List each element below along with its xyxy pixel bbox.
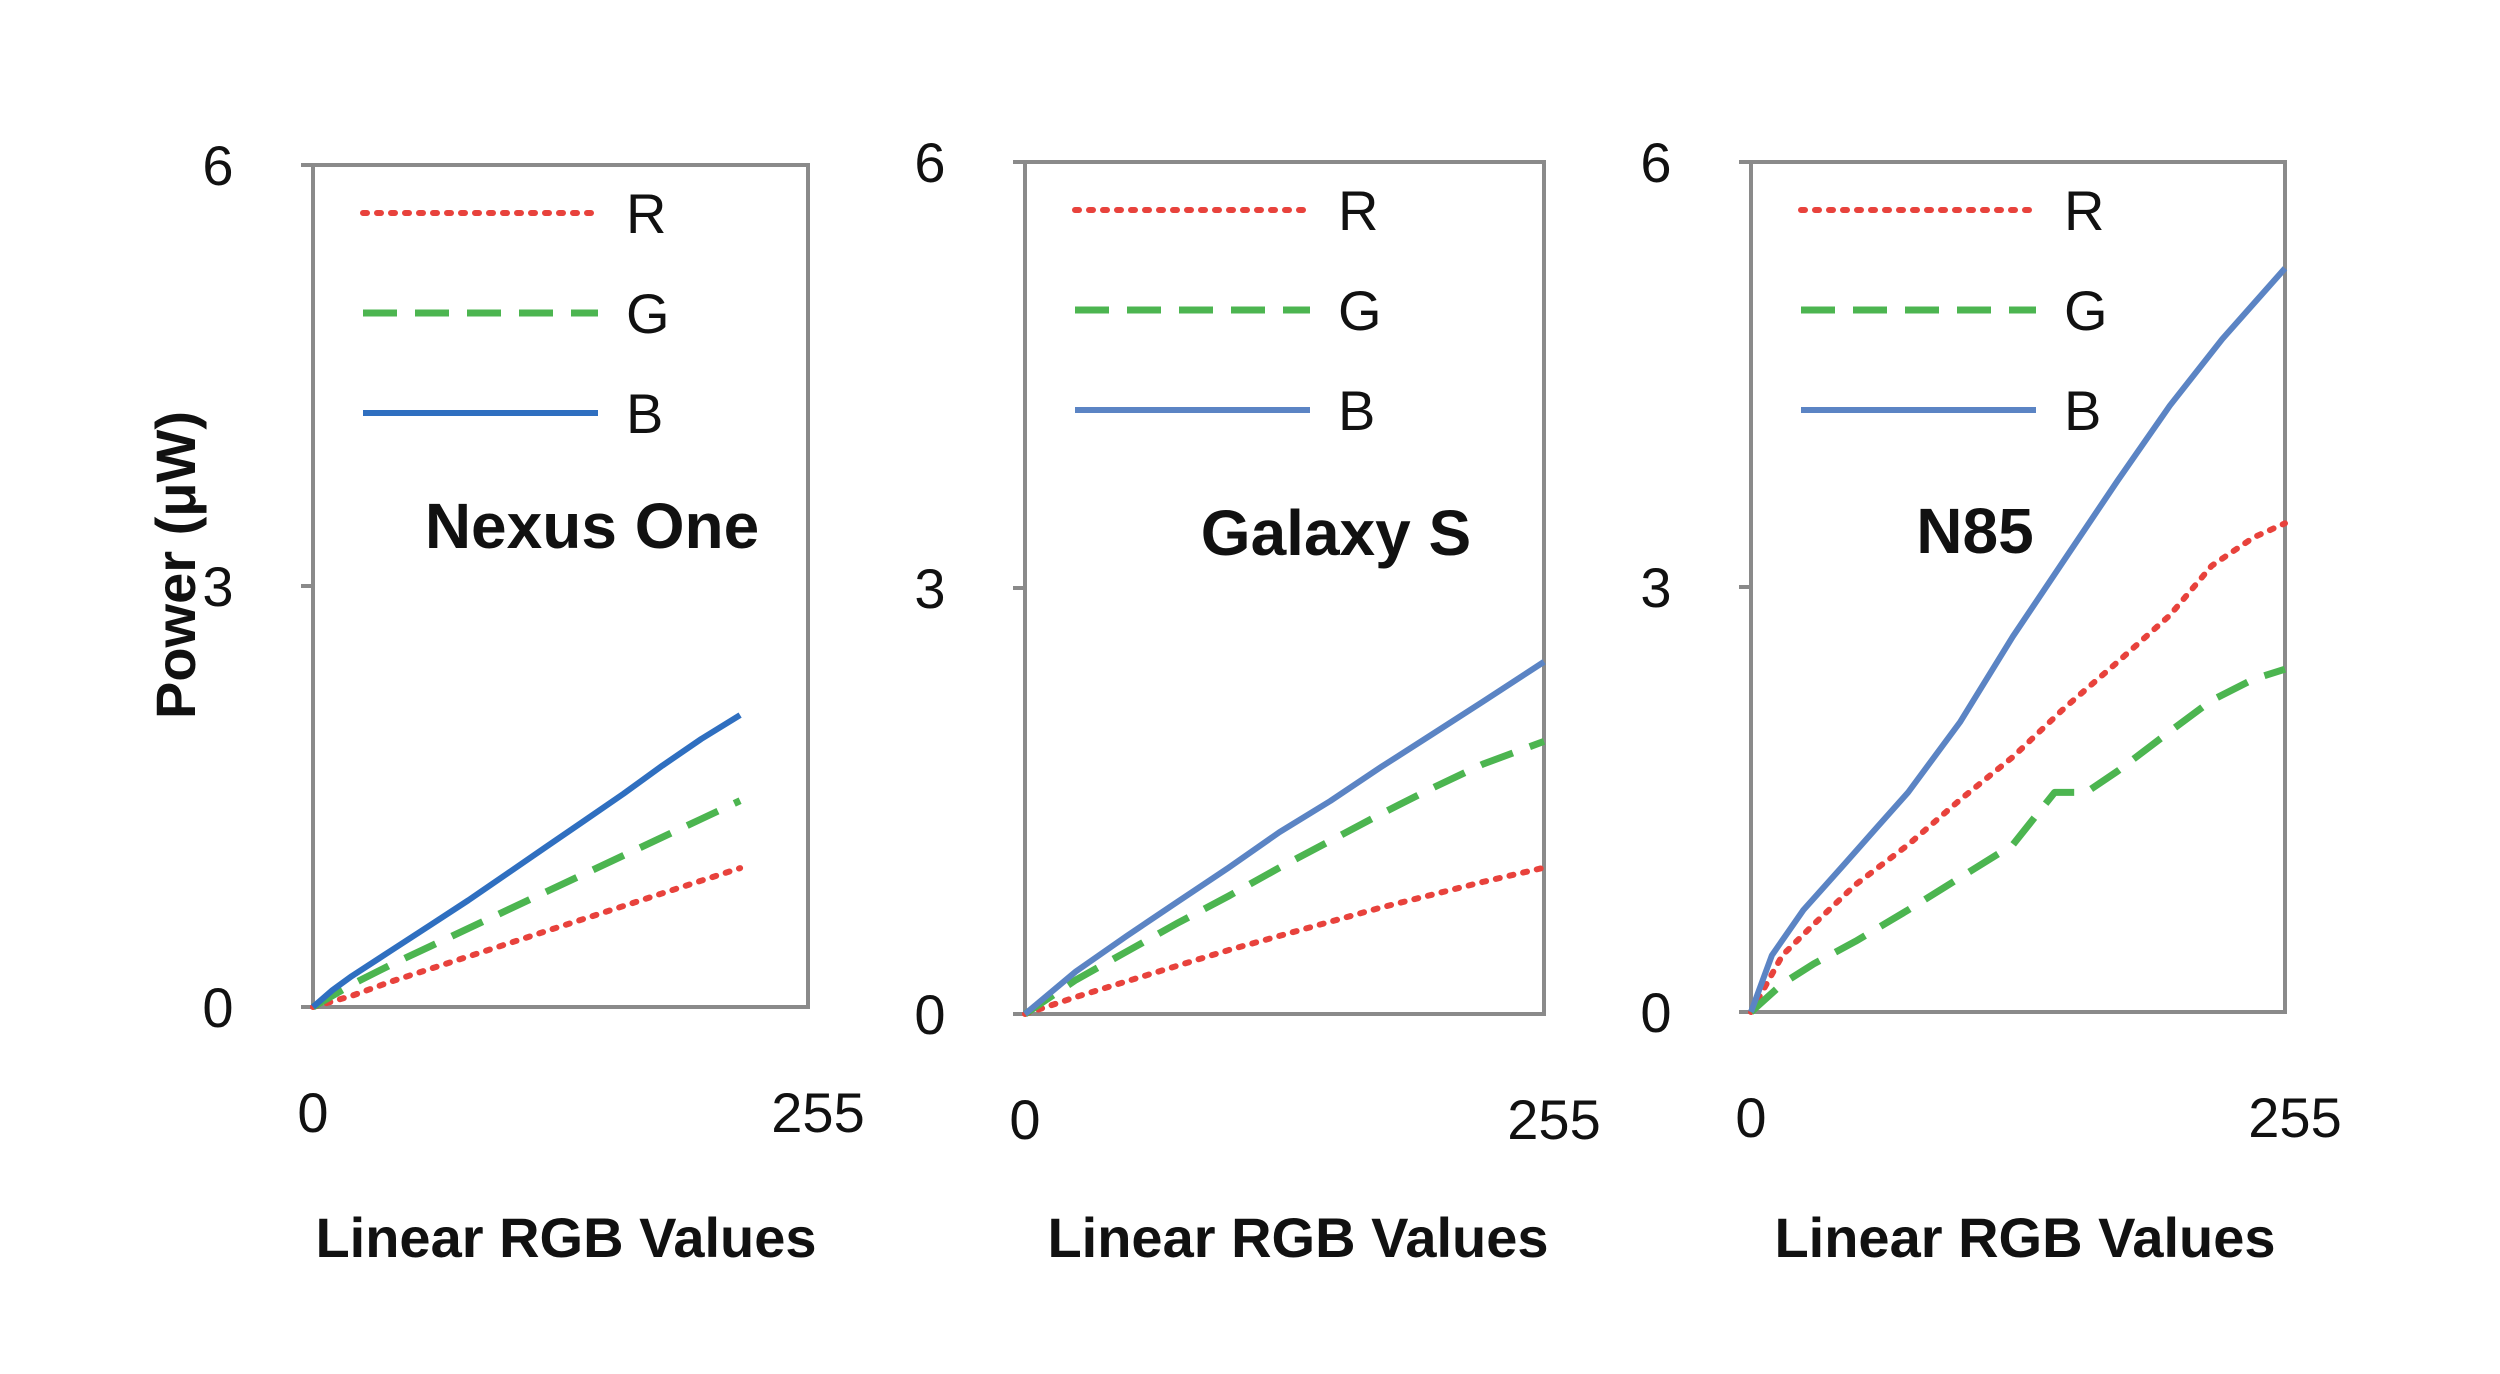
y-tick-label: 0 bbox=[202, 976, 233, 1039]
x-axis-title: Linear RGB Values bbox=[315, 1206, 816, 1269]
series-line-r bbox=[310, 865, 744, 1010]
legend-label-g: G bbox=[626, 282, 670, 345]
series-line-r bbox=[1022, 864, 1547, 1017]
x-tick-label: 0 bbox=[1009, 1088, 1040, 1151]
x-tick-label: 0 bbox=[297, 1081, 328, 1144]
y-tick-label: 3 bbox=[914, 557, 945, 620]
series-line-g bbox=[1023, 738, 1546, 1017]
y-tick-label: 3 bbox=[1640, 556, 1671, 619]
plot-frame bbox=[311, 163, 810, 1009]
y-axis-title: Power (μW) bbox=[144, 411, 207, 719]
y-tick-label: 6 bbox=[914, 131, 945, 194]
y-tick-label: 0 bbox=[914, 983, 945, 1046]
y-tick-label: 6 bbox=[1640, 131, 1671, 194]
panel-title: Galaxy S bbox=[1201, 497, 1471, 569]
x-tick-label: 255 bbox=[2248, 1086, 2341, 1149]
x-tick-label: 255 bbox=[1507, 1088, 1600, 1151]
panel-title: N85 bbox=[1916, 495, 2033, 567]
legend-label-b: B bbox=[1338, 379, 1375, 442]
x-axis-title: Linear RGB Values bbox=[1047, 1206, 1548, 1269]
chart-panel-2: 0 3 6 0 255 Linear RGB Values RGB Galaxy S bbox=[914, 131, 1600, 1269]
series-line-g bbox=[1748, 665, 2287, 1015]
series-line-b bbox=[1023, 659, 1546, 1017]
legend-label-r: R bbox=[1338, 179, 1378, 242]
series-line-r bbox=[1748, 520, 2288, 1015]
x-tick-label: 255 bbox=[771, 1081, 864, 1144]
y-tick-label: 0 bbox=[1640, 981, 1671, 1044]
y-tick-label: 3 bbox=[202, 555, 233, 618]
panel-title: Nexus One bbox=[425, 490, 759, 562]
chart-panel-1: 0 3 6 0 255 Linear RGB Values Power (μW) RGB Nex… bbox=[144, 134, 865, 1269]
series-line-g bbox=[311, 797, 742, 1011]
legend-label-g: G bbox=[1338, 279, 1382, 342]
x-axis-title: Linear RGB Values bbox=[1774, 1206, 2275, 1269]
plot-frame bbox=[1749, 160, 2287, 1014]
series-line-b bbox=[311, 712, 742, 1010]
legend-label-r: R bbox=[2064, 179, 2104, 242]
legend-label-r: R bbox=[626, 182, 666, 245]
legend-label-b: B bbox=[2064, 379, 2101, 442]
chart-panel-3: 0 3 6 0 255 Linear RGB Values RGB N85 bbox=[1640, 131, 2341, 1269]
x-tick-label: 0 bbox=[1735, 1086, 1766, 1149]
legend-label-b: B bbox=[626, 382, 663, 445]
series-line-b bbox=[1748, 266, 2288, 1014]
legend-label-g: G bbox=[2064, 279, 2108, 342]
y-tick-label: 6 bbox=[202, 134, 233, 197]
